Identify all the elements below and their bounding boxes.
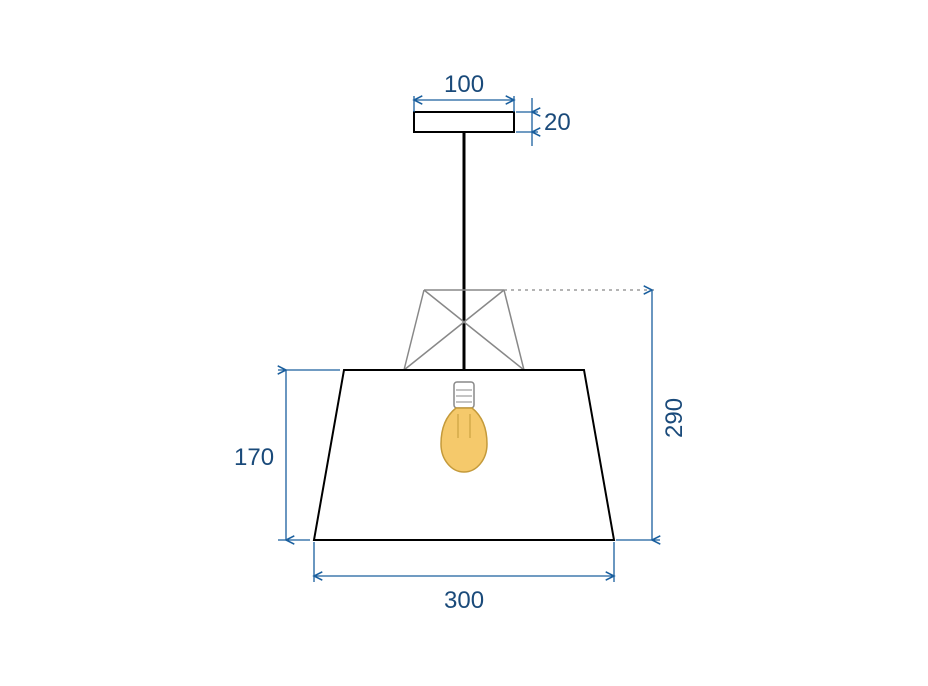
dimension-label-170: 170 <box>234 444 274 471</box>
frame-strut <box>424 290 524 370</box>
frame-side <box>504 290 524 370</box>
frame-side <box>404 290 424 370</box>
canopy <box>414 112 514 132</box>
bulb-icon <box>441 408 487 472</box>
dimension-label-290: 290 <box>661 398 688 438</box>
drawing-stage: 100 20 170 290 300 <box>0 0 928 686</box>
frame-strut <box>404 290 504 370</box>
dimension-label-100: 100 <box>444 71 484 98</box>
dimension-label-20: 20 <box>544 109 571 136</box>
dimension-drawing-svg: 100 20 170 290 300 <box>0 0 928 686</box>
socket <box>454 382 474 408</box>
dimension-label-300: 300 <box>444 587 484 614</box>
